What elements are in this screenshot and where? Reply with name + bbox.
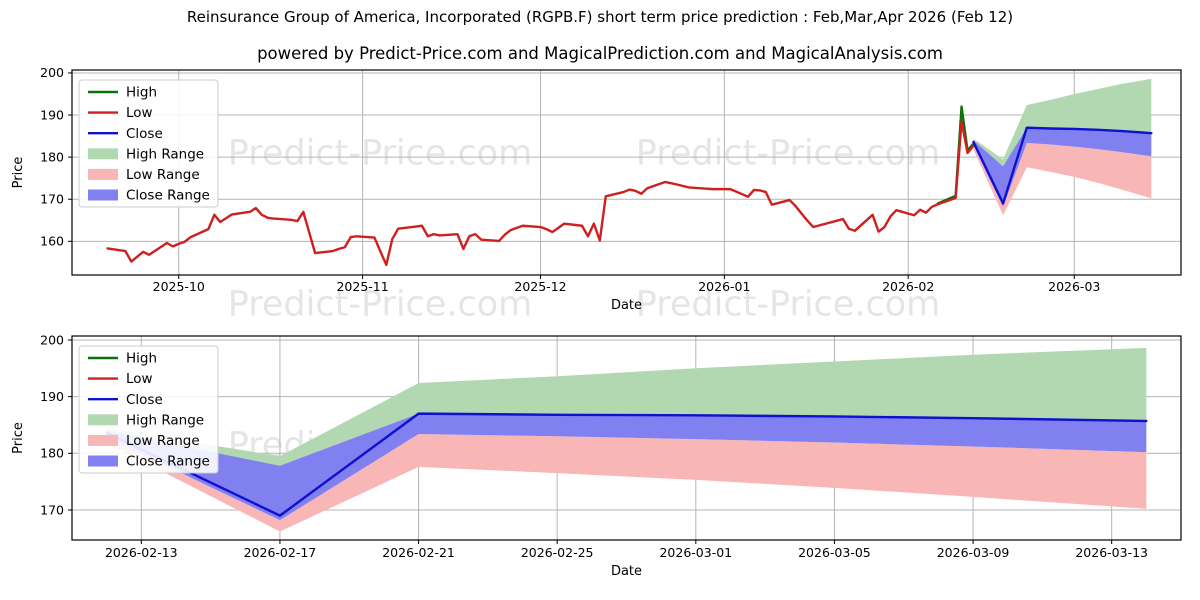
- top-ytick-label-200: 200: [40, 65, 64, 80]
- top-band-low-range: [973, 142, 1152, 216]
- top-legend-swatch-high-range: [88, 148, 118, 160]
- bottom-line-close: [105, 412, 1148, 517]
- top-line-close: [972, 126, 1153, 205]
- bottom-legend-swatch-high-range: [88, 414, 118, 426]
- bottom-xtick-label-2026-02-25: 2026-02-25: [521, 545, 594, 560]
- top-legend-swatch-close-range: [88, 189, 118, 201]
- bottom-ytick-label-200: 200: [40, 332, 64, 347]
- bottom-legend-label-close-range: Close Range: [126, 454, 210, 470]
- bottom-legend-label-low: Low: [126, 371, 153, 387]
- top-plot-border: [71, 69, 1182, 276]
- top-ylabel: Price: [11, 157, 26, 189]
- top-legend-swatch-low-range: [88, 168, 118, 180]
- bottom-ytick-label-170: 170: [40, 502, 64, 517]
- top-legend-label-low-range: Low Range: [126, 167, 200, 183]
- bottom-ytick-label-180: 180: [40, 446, 64, 461]
- bottom-band-close-range: [106, 413, 1147, 521]
- bottom-legend-label-close: Close: [126, 392, 163, 408]
- bottom-legend-swatch-close-range: [88, 455, 118, 467]
- bottom-xtick-label-2026-03-09: 2026-03-09: [937, 545, 1010, 560]
- top-legend-label-high-range: High Range: [126, 146, 204, 162]
- top-legend-label-close: Close: [126, 126, 163, 142]
- top-line-high: [936, 105, 975, 205]
- bottom-xtick-label-2026-03-13: 2026-03-13: [1075, 545, 1148, 560]
- bottom-xtick-label-2026-02-21: 2026-02-21: [382, 545, 455, 560]
- bottom-plot-border: [71, 335, 1182, 541]
- top-xlabel: Date: [611, 298, 642, 313]
- top-legend-label-high: High: [126, 85, 157, 101]
- top-xtick-label-2025-10: 2025-10: [153, 279, 205, 294]
- top-band-close-range: [973, 127, 1152, 207]
- top-xtick-label-2025-12: 2025-12: [514, 279, 566, 294]
- bottom-ytick-label-190: 190: [40, 389, 64, 404]
- top-xtick-label-2026-01: 2026-01: [698, 279, 750, 294]
- top-xtick-label-2025-11: 2025-11: [336, 279, 388, 294]
- bottom-band-low-range: [106, 434, 1147, 532]
- watermark-text-0-1: Predict-Price.com: [636, 133, 940, 173]
- top-xtick-label-2026-02: 2026-02: [882, 279, 934, 294]
- watermark-text-1-1: Predict-Price.com: [636, 284, 940, 324]
- top-band-high-range: [973, 78, 1152, 167]
- chart-title: Reinsurance Group of America, Incorporat…: [186, 8, 1014, 26]
- bottom-ylabel: Price: [11, 422, 26, 454]
- bottom-xtick-label-2026-02-13: 2026-02-13: [105, 545, 178, 560]
- bottom-legend-label-high: High: [126, 351, 157, 367]
- bottom-band-high-range: [106, 347, 1147, 466]
- bottom-xtick-label-2026-03-01: 2026-03-01: [659, 545, 732, 560]
- top-line-low: [106, 120, 975, 267]
- chart-subtitle: powered by Predict-Price.com and Magical…: [257, 44, 943, 63]
- top-legend-label-low: Low: [126, 105, 153, 121]
- bottom-legend-label-low-range: Low Range: [126, 433, 200, 449]
- bottom-xlabel: Date: [611, 564, 642, 579]
- top-xtick-label-2026-03: 2026-03: [1048, 279, 1100, 294]
- top-ytick-label-190: 190: [40, 107, 64, 122]
- bottom-xtick-label-2026-03-05: 2026-03-05: [798, 545, 871, 560]
- top-ytick-label-160: 160: [40, 234, 64, 249]
- watermark-text-1-0: Predict-Price.com: [228, 284, 532, 324]
- watermark-text-0-0: Predict-Price.com: [228, 133, 532, 173]
- top-legend-label-close-range: Close Range: [126, 188, 210, 204]
- bottom-xtick-label-2026-02-17: 2026-02-17: [244, 545, 317, 560]
- top-ytick-label-170: 170: [40, 192, 64, 207]
- bottom-legend-swatch-low-range: [88, 434, 118, 446]
- top-ytick-label-180: 180: [40, 149, 64, 164]
- bottom-legend-label-high-range: High Range: [126, 412, 204, 428]
